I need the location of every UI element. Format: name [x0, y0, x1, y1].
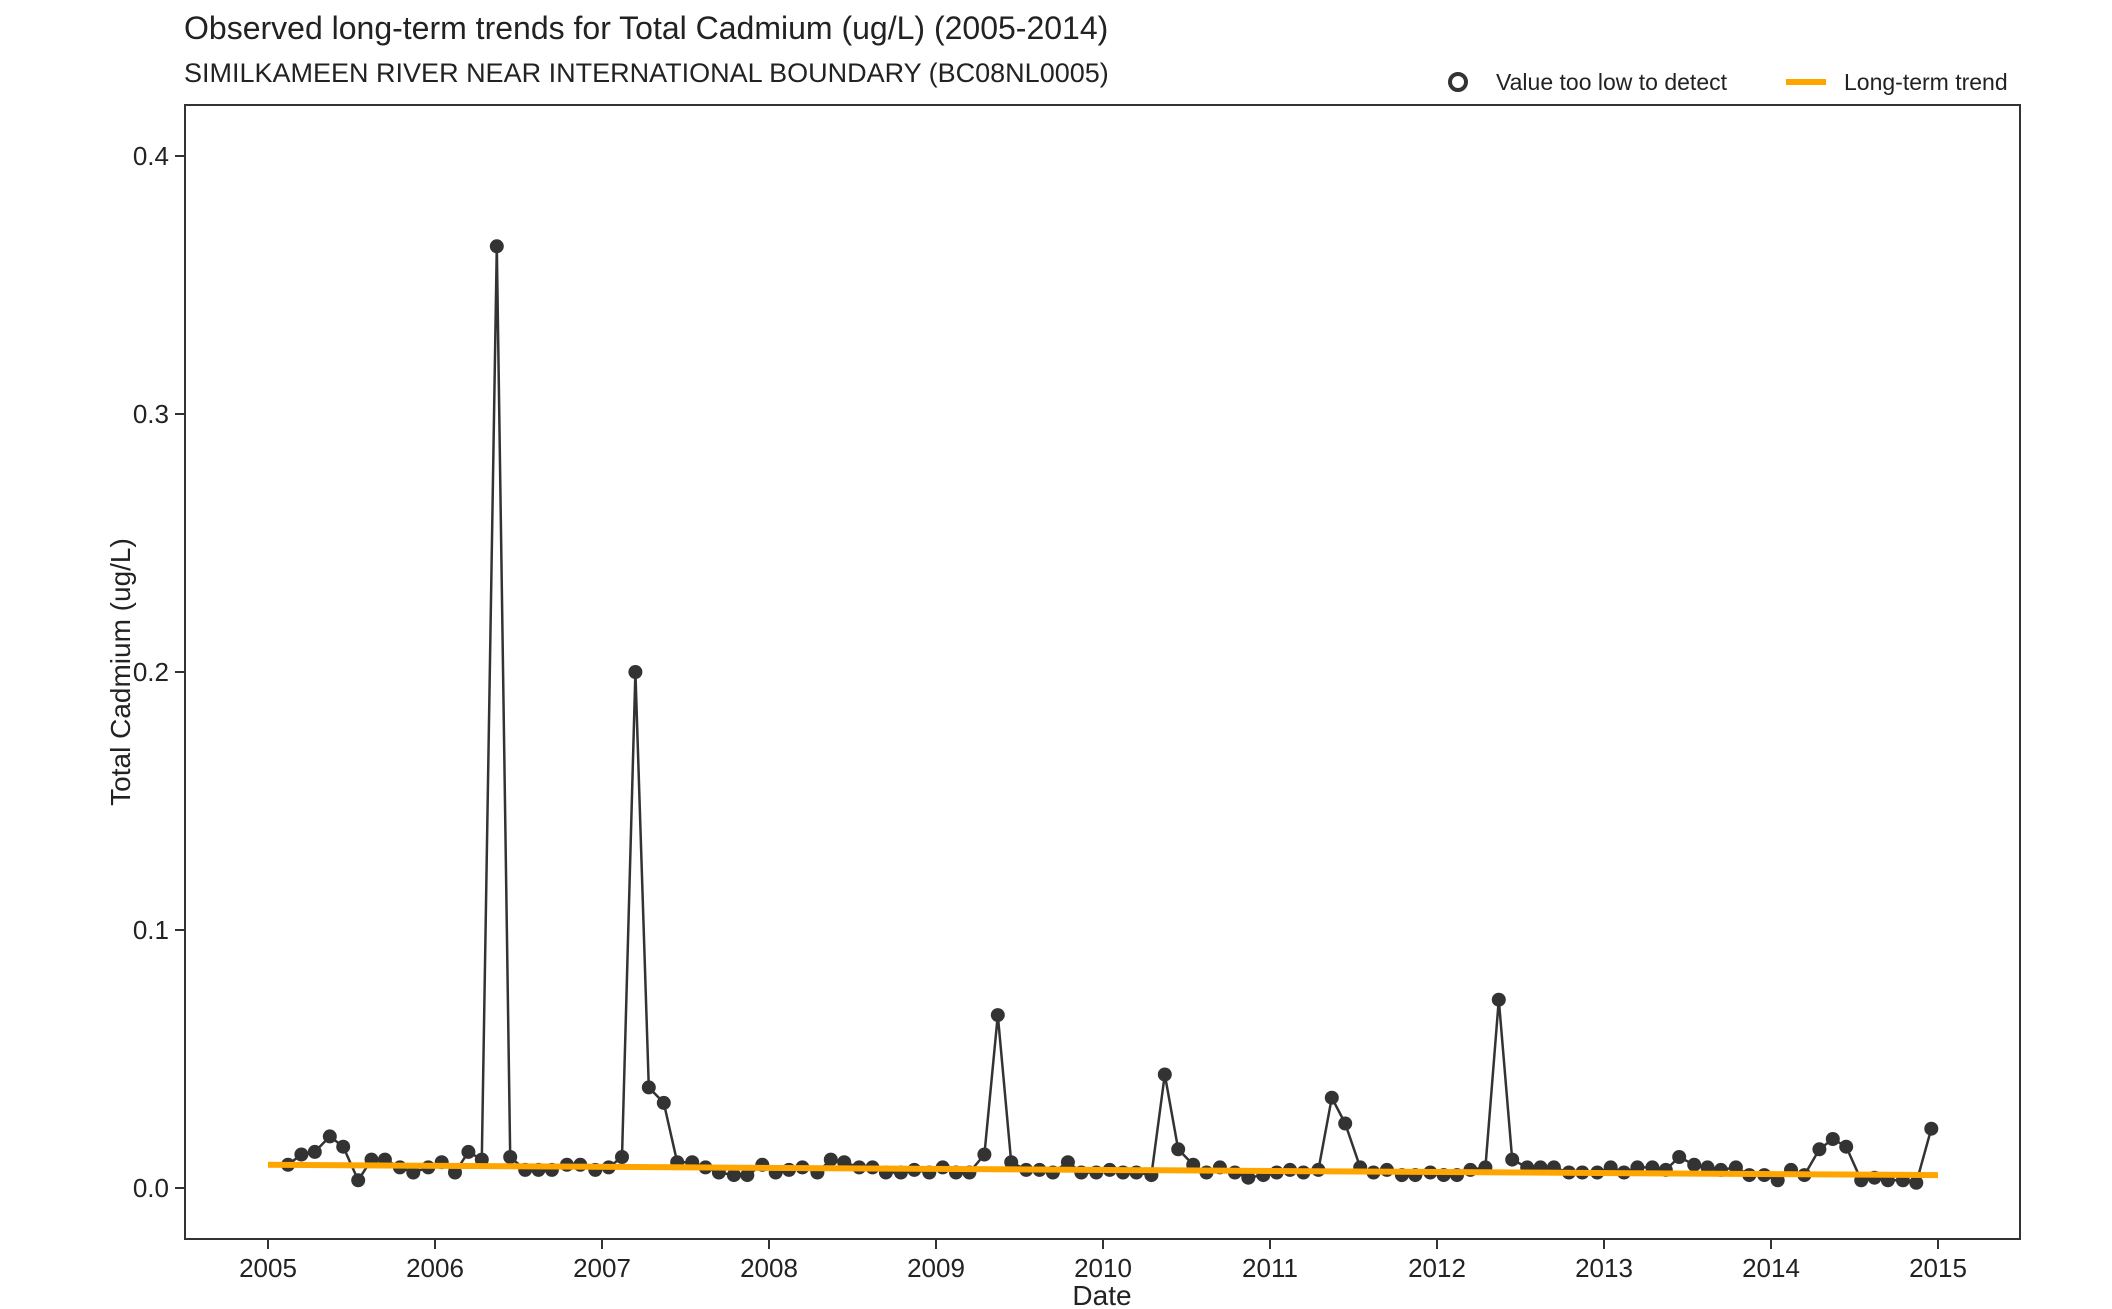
x-tick-label: 2014	[1742, 1253, 1800, 1283]
observed-point	[990, 1008, 1005, 1023]
observed-point	[1241, 1170, 1256, 1185]
observed-point	[307, 1144, 322, 1159]
observed-point	[1924, 1121, 1939, 1136]
x-tick-label: 2008	[740, 1253, 798, 1283]
observed-point	[977, 1147, 992, 1162]
x-tick-label: 2006	[406, 1253, 464, 1283]
observed-point	[740, 1168, 755, 1183]
observed-point	[336, 1139, 351, 1154]
y-tick-label: 0.2	[133, 657, 169, 687]
observed-point	[628, 665, 643, 679]
plot-panel	[184, 104, 2021, 1240]
observed-point	[1672, 1150, 1687, 1164]
observed-point	[1812, 1142, 1827, 1157]
observed-point	[322, 1129, 337, 1144]
legend-open-circle-icon	[1448, 72, 1468, 92]
legend-label-trend: Long-term trend	[1844, 69, 2008, 95]
y-tick-label: 0.3	[133, 399, 169, 429]
chart-subtitle: SIMILKAMEEN RIVER NEAR INTERNATIONAL BOU…	[184, 58, 1109, 88]
observed-point	[1491, 992, 1506, 1007]
observed-point	[1505, 1152, 1520, 1167]
y-axis: 0.0 0.1 0.2 0.3 0.4	[133, 141, 185, 1203]
observed-point	[503, 1150, 518, 1164]
observed-point	[1909, 1175, 1924, 1190]
y-axis-label: Total Cadmium (ug/L)	[105, 538, 136, 806]
observed-point	[641, 1080, 656, 1095]
x-tick-label: 2013	[1575, 1253, 1633, 1283]
observed-point	[1171, 1142, 1186, 1157]
x-axis: 2005 2006 2007 2008 2009 2010 2011 2012 2013 2014…	[239, 1239, 1967, 1283]
observed-point	[823, 1152, 838, 1167]
observed-point	[1324, 1090, 1339, 1105]
x-tick-label: 2010	[1074, 1253, 1132, 1283]
x-tick-label: 2015	[1909, 1253, 1967, 1283]
observed-point	[1157, 1067, 1172, 1082]
legend-label-too-low: Value too low to detect	[1496, 69, 1728, 95]
x-axis-label: Date	[1072, 1280, 1131, 1309]
observed-point	[615, 1150, 629, 1164]
observed-point	[726, 1168, 741, 1183]
x-tick-label: 2007	[573, 1253, 631, 1283]
observed-point	[461, 1144, 476, 1159]
x-tick-label: 2011	[1242, 1253, 1298, 1283]
observed-point	[1825, 1132, 1840, 1146]
observed-point	[1060, 1155, 1075, 1170]
y-tick-label: 0.0	[133, 1173, 169, 1203]
observed-point	[1687, 1157, 1702, 1172]
observed-point	[1004, 1155, 1019, 1170]
observed-point	[1839, 1139, 1854, 1154]
plot-marks	[267, 239, 1939, 1190]
observed-point	[656, 1095, 671, 1110]
trend-line	[267, 1161, 1939, 1179]
chart-title: Observed long-term trends for Total Cadm…	[184, 10, 1108, 46]
observed-series-line	[287, 245, 1933, 1185]
x-tick-label: 2009	[907, 1253, 965, 1283]
observed-point	[406, 1165, 421, 1180]
observed-point	[1338, 1116, 1353, 1131]
y-tick-label: 0.1	[133, 915, 169, 945]
observed-point	[489, 239, 504, 254]
x-tick-label: 2012	[1408, 1253, 1466, 1283]
y-tick-label: 0.4	[133, 141, 169, 171]
observed-point	[351, 1173, 366, 1188]
legend: Value too low to detect Long-term trend	[1448, 69, 2008, 95]
observed-point	[448, 1165, 462, 1180]
observed-point	[294, 1147, 309, 1162]
x-tick-label: 2005	[239, 1253, 297, 1283]
